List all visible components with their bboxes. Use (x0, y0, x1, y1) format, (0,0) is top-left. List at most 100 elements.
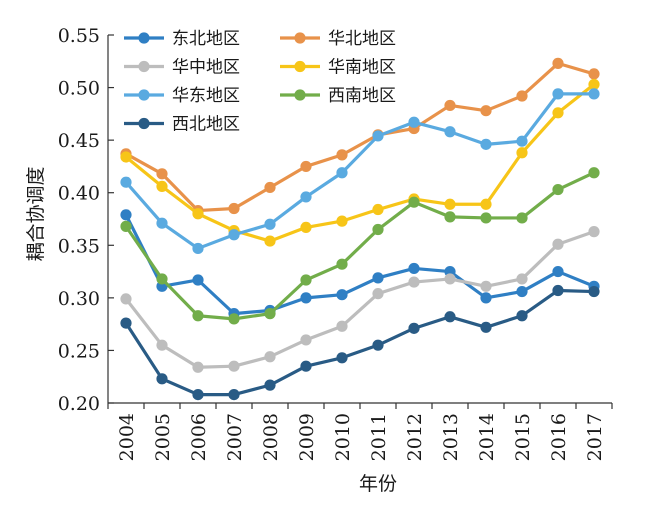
x-tick-label: 2004 (116, 413, 138, 461)
data-point (372, 223, 384, 236)
data-point (156, 273, 168, 285)
data-point (300, 360, 312, 372)
legend-item: 西北地区 (124, 115, 240, 135)
data-point (516, 285, 528, 298)
data-point (408, 322, 420, 334)
data-point (516, 135, 528, 147)
legend-label: 西南地区 (328, 86, 396, 106)
legend-item: 东北地区 (124, 29, 240, 49)
y-tick-label: 0.40 (58, 183, 100, 205)
data-point (120, 293, 132, 305)
legend-item: 华中地区 (124, 58, 240, 78)
legend-item: 西南地区 (280, 86, 396, 106)
x-tick-label: 2009 (296, 413, 318, 461)
data-point (516, 273, 528, 285)
data-point (588, 285, 600, 298)
data-point (336, 258, 348, 270)
legend-swatch-marker (294, 89, 306, 101)
data-point (372, 272, 384, 284)
data-point (192, 242, 204, 255)
data-point (300, 274, 312, 286)
data-point (444, 126, 456, 138)
data-point (444, 198, 456, 210)
x-axis-title: 年份 (359, 473, 397, 495)
legend-label: 华中地区 (172, 58, 240, 78)
data-point (336, 352, 348, 364)
data-point (588, 88, 600, 100)
data-point (408, 276, 420, 288)
data-point (480, 198, 492, 210)
series-6 (120, 284, 600, 401)
data-point (336, 215, 348, 227)
legend-label: 华东地区 (172, 86, 240, 106)
x-tick-label: 2017 (584, 413, 606, 461)
series-line (124, 92, 596, 251)
data-point (516, 212, 528, 224)
data-point (264, 218, 276, 230)
data-point (588, 78, 600, 91)
data-point (336, 320, 348, 332)
legend-swatch-marker (138, 32, 150, 44)
data-point (228, 202, 240, 215)
series-2 (120, 226, 600, 373)
data-point (300, 191, 312, 203)
series-line (124, 213, 596, 316)
data-point (192, 310, 204, 322)
legend-swatch-marker (294, 60, 306, 73)
data-point (264, 308, 276, 320)
data-point (192, 274, 204, 286)
series-0 (120, 209, 600, 320)
y-tick-label: 0.25 (58, 340, 100, 362)
data-point (444, 273, 456, 285)
data-point (192, 361, 204, 373)
data-point (480, 321, 492, 333)
series-line (124, 61, 596, 213)
data-point (408, 262, 420, 275)
x-tick-label: 2012 (404, 413, 426, 461)
y-tick-label: 0.30 (58, 288, 100, 310)
y-tick-label: 0.20 (58, 393, 100, 415)
data-point (552, 88, 564, 100)
y-tick-label: 0.50 (58, 78, 100, 100)
data-point (552, 238, 564, 250)
series-line (124, 171, 596, 321)
x-tick-label: 2011 (368, 413, 390, 461)
y-tick-label: 0.45 (58, 130, 100, 152)
series-5 (120, 167, 600, 325)
data-point (156, 339, 168, 351)
data-point (516, 147, 528, 159)
x-tick-label: 2015 (512, 413, 534, 461)
data-point (156, 373, 168, 385)
legend-swatch-marker (138, 60, 150, 73)
data-point (264, 379, 276, 391)
legend-swatch-marker (138, 117, 150, 130)
legend-swatch-marker (294, 32, 306, 44)
data-point (552, 107, 564, 119)
data-point (228, 313, 240, 325)
data-point (228, 229, 240, 241)
x-tick-label: 2005 (152, 413, 174, 461)
data-point (300, 292, 312, 304)
data-point (480, 212, 492, 224)
series-line (124, 288, 596, 397)
legend-item: 华东地区 (124, 86, 240, 106)
legend-label: 西北地区 (172, 115, 240, 135)
data-point (192, 388, 204, 401)
data-point (444, 211, 456, 223)
data-point (264, 351, 276, 363)
data-point (336, 167, 348, 179)
series-1 (120, 57, 600, 217)
data-point (264, 181, 276, 194)
data-point (552, 284, 564, 297)
data-point (588, 68, 600, 80)
data-point (516, 310, 528, 322)
series-line (124, 82, 596, 243)
data-point (120, 151, 132, 163)
data-point (156, 180, 168, 193)
data-point (156, 217, 168, 229)
data-point (480, 105, 492, 117)
data-point (372, 288, 384, 300)
x-tick-label: 2008 (260, 413, 282, 461)
